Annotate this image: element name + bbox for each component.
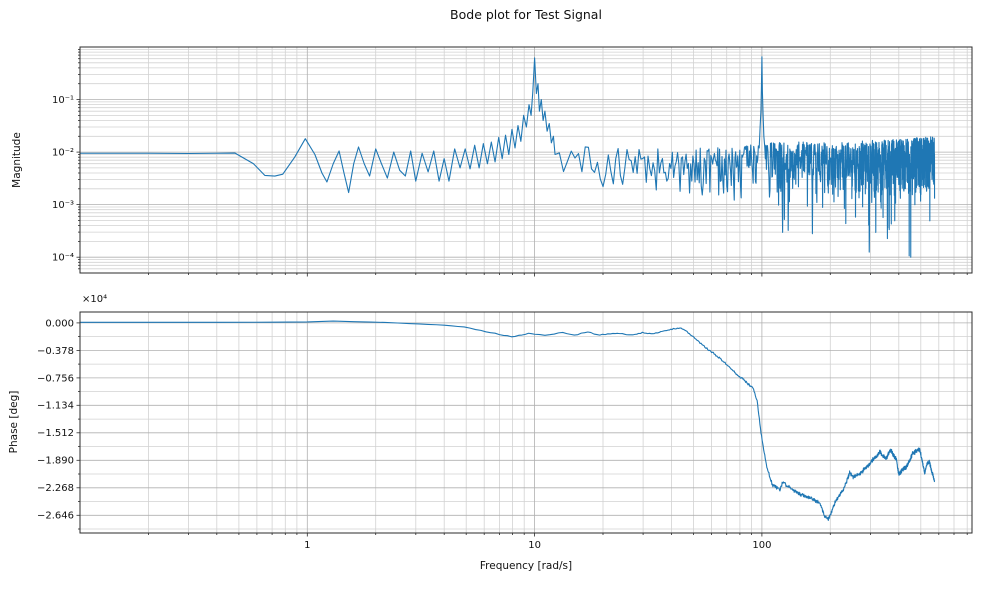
phase-tick-labels: 1 10 100 0.000 −0.378 −0.756 −1.134 −1.512 −1.89… xyxy=(37,318,771,551)
y-tick-label: −0.378 xyxy=(37,346,74,357)
y-tick-label: 0.000 xyxy=(45,318,74,329)
y-tick-label: −0.756 xyxy=(37,373,74,384)
y-tick-label: −2.646 xyxy=(37,511,74,522)
y-tick-label: 10⁻³ xyxy=(52,200,74,211)
magnitude-series-line xyxy=(80,56,936,258)
frequency-axis-label: Frequency [rad/s] xyxy=(479,560,573,572)
phase-axis-label: Phase [deg] xyxy=(8,390,20,454)
y-tick-label: −1.890 xyxy=(37,456,74,467)
y-tick-label: −1.134 xyxy=(37,401,74,412)
phase-grid-minor xyxy=(80,312,972,533)
x-tick-label: 1 xyxy=(304,540,310,551)
y-tick-label: −2.268 xyxy=(37,483,74,494)
phase-spines xyxy=(79,311,973,534)
x-tick-label: 100 xyxy=(752,540,771,551)
phase-ticks xyxy=(76,322,968,537)
magnitude-axes: 10⁻¹ 10⁻² 10⁻³ 10⁻⁴ xyxy=(52,46,973,277)
y-tick-label: −1.512 xyxy=(37,428,74,439)
phase-series-line xyxy=(80,320,936,521)
phase-offset-multiplier: ×10⁴ xyxy=(82,294,108,305)
magnitude-ticks xyxy=(76,49,968,277)
magnitude-axis-label: Magnitude xyxy=(11,132,23,188)
magnitude-tick-labels: 10⁻¹ 10⁻² 10⁻³ 10⁻⁴ xyxy=(52,95,74,264)
figure-title: Bode plot for Test Signal xyxy=(450,7,602,22)
y-tick-label: 10⁻² xyxy=(52,148,74,159)
y-tick-label: 10⁻⁴ xyxy=(52,253,74,264)
phase-axes: 1 10 100 0.000 −0.378 −0.756 −1.134 −1.512 −1.89… xyxy=(37,311,973,551)
y-tick-label: 10⁻¹ xyxy=(52,95,74,106)
x-tick-label: 10 xyxy=(528,540,541,551)
phase-grid-major xyxy=(80,312,972,533)
